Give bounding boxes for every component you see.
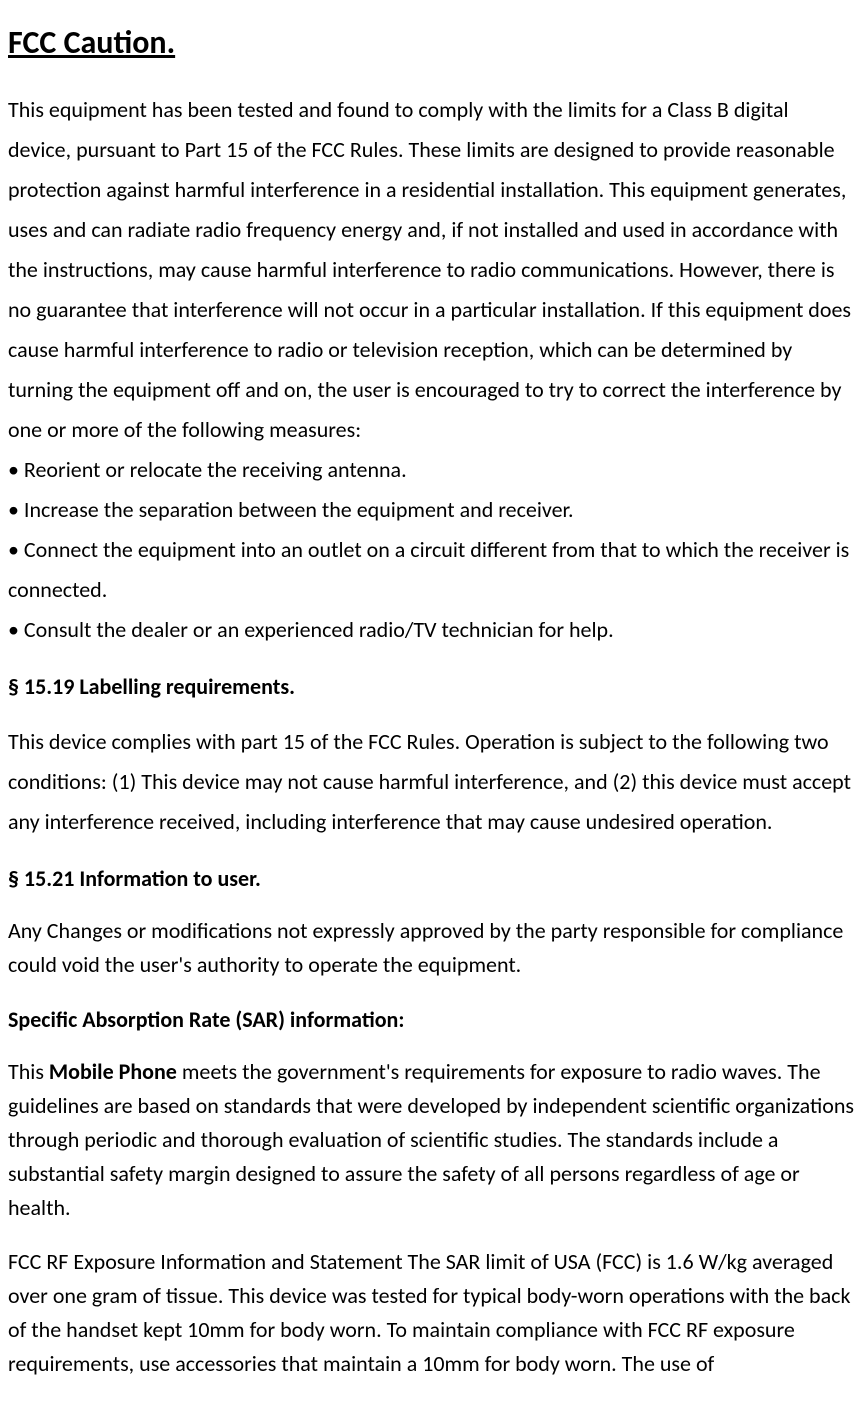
- section-15-21-heading: § 15.21 Information to user.: [8, 862, 856, 896]
- sar-heading: Specific Absorption Rate (SAR) informati…: [8, 1003, 856, 1037]
- sar-body-bold: Mobile Phone: [49, 1058, 177, 1085]
- bullet-3: • Connect the equipment into an outlet o…: [8, 536, 849, 603]
- section-15-21-body: Any Changes or modifications not express…: [8, 914, 856, 982]
- sar-body: This Mobile Phone meets the government's…: [8, 1055, 856, 1225]
- rf-exposure-body: FCC RF Exposure Information and Statemen…: [8, 1245, 856, 1381]
- sar-body-pre: This: [8, 1058, 49, 1085]
- intro-block: This equipment has been tested and found…: [8, 90, 856, 650]
- bullet-4: • Consult the dealer or an experienced r…: [8, 616, 614, 643]
- bullet-1: • Reorient or relocate the receiving ant…: [8, 456, 407, 483]
- section-15-19-heading: § 15.19 Labelling requirements.: [8, 670, 856, 704]
- section-15-19-body: This device complies with part 15 of the…: [8, 722, 856, 842]
- page-title: FCC Caution.: [8, 18, 856, 68]
- intro-text: This equipment has been tested and found…: [8, 96, 851, 443]
- bullet-2: • Increase the separation between the eq…: [8, 496, 574, 523]
